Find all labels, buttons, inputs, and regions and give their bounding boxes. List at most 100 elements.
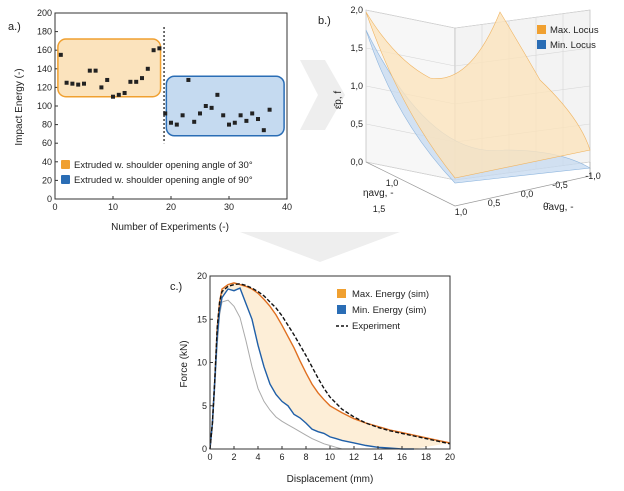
data-point (64, 80, 69, 85)
data-point (122, 90, 127, 95)
grid-line (365, 161, 456, 181)
theta-tick-label: -1,0 (585, 171, 601, 181)
series-line-experiment (209, 283, 451, 450)
legend-label: Min. Locus (550, 40, 596, 51)
y-tick-label: 100 (37, 101, 52, 111)
x-tick-label: 30 (224, 202, 234, 212)
data-point (180, 113, 185, 118)
x-tick-label: 40 (282, 202, 292, 212)
energy-band-fill (210, 282, 450, 449)
x-tick-label: 14 (373, 452, 383, 462)
panel-b-label: b.) (318, 15, 331, 27)
panel-c-label: c.) (170, 281, 182, 293)
panel-a-label: a.) (8, 21, 21, 33)
y-tick-label: 140 (37, 64, 52, 74)
data-point (238, 113, 243, 118)
y-tick-label: 15 (197, 314, 207, 324)
panel-b-surface: b.) 0,0 0,5 1,0 1,5 2,0 1,5 1,0 1,0 0,5 0,0 -0,5 -1… (318, 5, 601, 217)
y-tick-label: 200 (37, 8, 52, 18)
x-tick-label: 0 (207, 452, 212, 462)
y-tick-label: 160 (37, 45, 52, 55)
group-box-30deg (57, 38, 162, 98)
y-tick-label: 10 (197, 358, 207, 368)
theta-tick-label: 0,5 (488, 198, 501, 208)
data-point (87, 68, 92, 73)
data-point (58, 52, 63, 57)
x-tick-label: 10 (325, 452, 335, 462)
data-point (209, 105, 214, 110)
legend-label: Experiment (352, 321, 400, 332)
x-tick-label: 0 (52, 202, 57, 212)
panel-b-xlabel: ηavg, - (363, 188, 394, 199)
group-box-90deg (165, 75, 285, 137)
eta-tick-label: 1,0 (386, 178, 399, 188)
legend-swatch (61, 175, 70, 184)
x-tick-label: 8 (303, 452, 308, 462)
y-tick-label: 0 (202, 444, 207, 454)
legend-label: Max. Locus (550, 25, 599, 36)
data-point (198, 111, 202, 116)
x-tick-label: 2 (231, 452, 236, 462)
panel-a-scatter: a.) Impact Energy (-) Number of Experime… (8, 8, 292, 233)
z-tick-label: 0,0 (350, 157, 363, 167)
data-point (93, 68, 98, 73)
theta-tick-label: -0,5 (552, 180, 568, 190)
y-tick-label: 40 (42, 157, 52, 167)
x-tick-label: 18 (421, 452, 431, 462)
theta-tick-label: 0,0 (521, 189, 534, 199)
data-point (267, 107, 272, 112)
z-tick-label: 1,5 (350, 43, 363, 53)
data-point (70, 81, 75, 86)
data-point (128, 79, 133, 84)
x-tick-label: 6 (279, 452, 284, 462)
data-point (157, 46, 162, 51)
max-locus-surface (365, 11, 591, 179)
data-point (76, 82, 81, 87)
y-tick-label: 80 (42, 120, 52, 130)
x-tick-label: 10 (108, 202, 118, 212)
surface-floor (365, 161, 591, 207)
data-point (256, 117, 260, 122)
data-point (111, 94, 115, 99)
data-point (227, 122, 231, 127)
transition-arrow-right (300, 60, 345, 130)
panel-b-ylabel: θ̄avg, - (543, 202, 574, 213)
legend-label: Max. Energy (sim) (352, 289, 429, 300)
data-point (151, 48, 156, 53)
panel-b-zlabel: ε̄p, f (333, 91, 344, 110)
y-tick-label: 60 (42, 138, 52, 148)
grid-line (454, 9, 591, 29)
panel-c-ylabel: Force (kN) (179, 340, 190, 387)
y-tick-label: 5 (202, 401, 207, 411)
data-point (203, 104, 208, 108)
legend-label: Min. Energy (sim) (352, 305, 426, 316)
series-line-max-energy-sim- (209, 282, 451, 450)
z-tick-label: 0,5 (350, 119, 363, 129)
legend-swatch (337, 305, 346, 314)
panel-a-ylabel: Impact Energy (-) (14, 68, 25, 145)
transition-arrow-down (240, 232, 400, 262)
eta-tick-label: 1,5 (373, 204, 386, 214)
y-tick-label: 20 (197, 271, 207, 281)
legend-swatch (537, 40, 546, 49)
data-point (174, 122, 179, 127)
data-point (215, 92, 220, 97)
data-point (186, 77, 191, 82)
grid-line (365, 9, 456, 29)
x-tick-label: 12 (349, 452, 359, 462)
data-point (105, 77, 110, 82)
data-point (261, 128, 266, 133)
panel-c-xlabel: Displacement (mm) (287, 474, 374, 485)
data-point (169, 120, 173, 125)
z-tick-label: 2,0 (350, 5, 363, 15)
data-point (244, 118, 249, 123)
legend-label: Extruded w. shoulder opening angle of 90… (74, 175, 253, 186)
x-tick-label: 4 (255, 452, 260, 462)
data-point (221, 113, 226, 118)
legend-swatch (61, 160, 70, 169)
panel-a-xlabel: Number of Experiments (-) (111, 222, 229, 233)
data-point (163, 111, 168, 116)
x-tick-label: 20 (166, 202, 176, 212)
y-tick-label: 120 (37, 82, 52, 92)
